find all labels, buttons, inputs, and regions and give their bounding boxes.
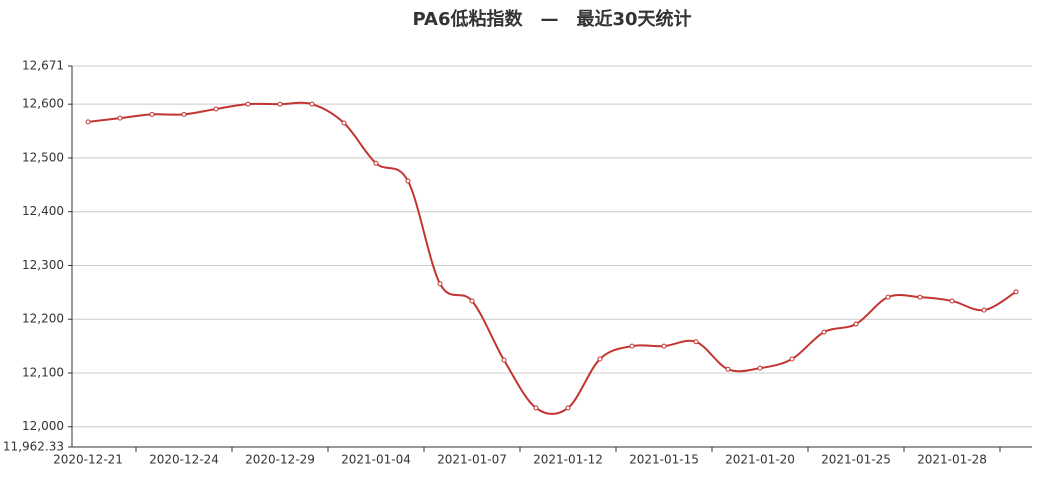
x-tick-label: 2021-01-28 — [917, 453, 987, 467]
x-tick-label: 2021-01-07 — [437, 453, 507, 467]
x-tick-label: 2020-12-21 — [53, 453, 123, 467]
y-tick-label: 12,671 — [22, 59, 64, 73]
point — [245, 101, 251, 107]
point — [693, 339, 699, 345]
point — [405, 178, 411, 184]
point — [981, 307, 987, 313]
point — [309, 101, 315, 107]
chart-title: PA6低粘指数 — 最近30天统计 — [412, 8, 691, 30]
point — [181, 111, 187, 117]
point — [117, 115, 123, 121]
x-tick-label: 2021-01-20 — [725, 453, 795, 467]
y-tick-label: 12,100 — [22, 365, 64, 379]
y-tick-label: 12,200 — [22, 312, 64, 326]
point — [213, 106, 219, 112]
point — [341, 120, 347, 126]
point — [85, 119, 91, 125]
point — [597, 356, 603, 362]
x-tick-label: 2021-01-04 — [341, 453, 411, 467]
x-tick-label: 2020-12-29 — [245, 453, 315, 467]
point — [661, 343, 667, 349]
y-tick-label: 12,000 — [22, 419, 64, 433]
point — [789, 356, 795, 362]
point — [469, 298, 475, 304]
point — [373, 160, 379, 166]
point — [1013, 289, 1019, 295]
x-tick-label: 2021-01-12 — [533, 453, 603, 467]
point — [629, 343, 635, 349]
y-tick-label: 12,500 — [22, 150, 64, 164]
y-tick-label: 12,600 — [22, 97, 64, 111]
point — [149, 111, 155, 117]
point — [949, 298, 955, 304]
point — [725, 366, 731, 372]
y-tick-label: 12,400 — [22, 204, 64, 218]
y-tick-label: 12,300 — [22, 258, 64, 272]
x-tick-label: 2021-01-15 — [629, 453, 699, 467]
point — [853, 321, 859, 327]
point — [533, 405, 539, 411]
point — [885, 294, 891, 300]
x-tick-label: 2021-01-25 — [821, 453, 891, 467]
point — [821, 329, 827, 335]
point — [437, 281, 443, 287]
point — [501, 357, 507, 363]
line — [87, 101, 1017, 415]
point — [277, 101, 283, 107]
point — [565, 405, 571, 411]
point — [757, 365, 763, 371]
x-tick-label: 2020-12-24 — [149, 453, 219, 467]
point — [917, 294, 923, 300]
y-tick-label: 11,962.33 — [3, 440, 64, 454]
